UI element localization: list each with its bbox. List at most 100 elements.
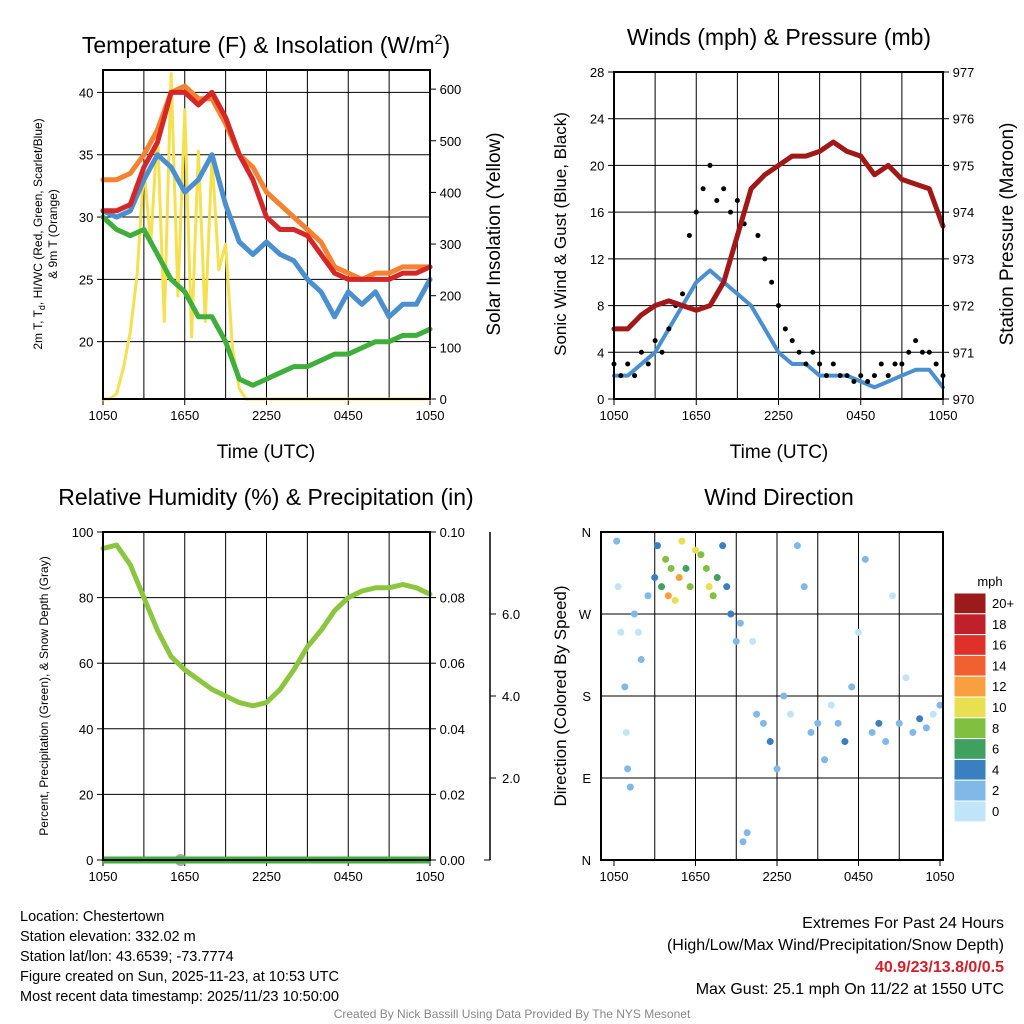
temp-frame	[102, 69, 431, 400]
rh-y-tick-label: 40	[79, 722, 93, 737]
gust-point	[817, 361, 823, 367]
winds-y-tick-label: 16	[590, 205, 604, 220]
gust-point	[625, 361, 631, 367]
wind-direction-point	[882, 738, 890, 746]
snow-y-tick-label: 4.0	[502, 689, 520, 704]
gust-point	[796, 349, 802, 355]
wind-direction-point	[732, 637, 740, 645]
wind-direction-point	[713, 574, 721, 582]
colorbar-swatch	[953, 800, 987, 823]
colorbar-label: 4	[992, 762, 999, 777]
temp-y-tick-label: 25	[79, 272, 93, 287]
wind-direction-point	[780, 692, 788, 700]
rh-y-tick-label: 100	[72, 525, 94, 540]
colorbar-swatch	[953, 675, 987, 698]
winddir-x-tick-label: 0450	[844, 869, 873, 884]
rh-y-tick-label: 60	[79, 656, 93, 671]
wind-direction-point	[667, 564, 675, 572]
gust-point	[686, 233, 692, 238]
temp-y-tick-label: 30	[79, 210, 93, 225]
gust-point	[803, 361, 809, 367]
wind-direction-point	[929, 710, 937, 718]
winds-x-label: Time (UTC)	[730, 442, 829, 463]
winddir-x-tick-label: 2250	[763, 869, 792, 884]
wind-direction-point	[653, 542, 661, 550]
gust-point	[645, 361, 651, 367]
wind-direction-point	[821, 756, 829, 764]
temp-chart-title: Temperature (F) & Insolation (W/m2)	[82, 31, 450, 58]
winds-x-tick-label: 0450	[846, 408, 875, 423]
gust-point	[899, 361, 905, 367]
insolation-y-tick-label: 100	[440, 340, 462, 355]
series-hi-wc-line	[100, 152, 433, 320]
rh-y-label: Percent, Precipitation (Green), & Snow D…	[37, 556, 51, 835]
wind-direction-point	[875, 719, 883, 727]
gust-point	[693, 209, 699, 215]
winddir-y-tick-label: N	[582, 525, 591, 540]
wind-direction-point	[922, 724, 930, 732]
extremes-subtitle: (High/Low/Max Wind/Precipitation/Snow De…	[666, 937, 1004, 954]
gust-point	[776, 303, 781, 309]
insolation-y-tick-label: 500	[440, 134, 462, 149]
gust-point	[762, 256, 768, 262]
wind-direction-point	[759, 719, 767, 727]
gust-point	[844, 373, 850, 379]
temp-x-tick-label: 1050	[89, 408, 118, 423]
wind-direction-point	[855, 628, 862, 636]
temp-y-tick-label: 40	[79, 85, 93, 100]
precip-y-tick-label: 0.06	[440, 656, 465, 671]
wind-direction-point	[861, 555, 869, 563]
pressure-y-tick-label: 973	[953, 252, 975, 267]
figure-created: Figure created on Sun, 2025-11-23, at 10…	[20, 969, 339, 985]
gust-point	[830, 361, 836, 367]
wind-direction-point	[637, 656, 645, 664]
gust-point	[892, 361, 898, 367]
pressure-line	[611, 139, 946, 332]
gust-point	[906, 349, 912, 355]
gust-point	[728, 209, 734, 215]
wind-direction-point	[678, 537, 686, 545]
insolation-y-label: Solar Insolation (Yellow)	[484, 132, 505, 335]
winds-y-label: Sonic Wind & Gust (Blue, Black)	[551, 112, 570, 356]
snow-y-tick-label: 2.0	[502, 771, 520, 786]
gust-point	[769, 279, 775, 285]
precip-y-tick-label: 0.08	[440, 591, 465, 606]
extremes-values: 40.9/23/13.8/0/0.5	[875, 959, 1004, 976]
wind-direction-point	[719, 542, 727, 550]
wind-direction-point	[692, 546, 699, 554]
winddir-y-label: Direction (Colored By Speed)	[551, 585, 570, 806]
lat-lon: Station lat/lon: 43.6539; -73.7774	[20, 949, 234, 965]
series-2m-t-line	[100, 89, 433, 282]
colorbar-title: mph	[977, 574, 1002, 589]
pressure-y-tick-label: 976	[953, 112, 975, 127]
rh-frame	[102, 531, 431, 861]
wind-direction-point	[753, 710, 761, 718]
winds-x-tick-label: 1050	[600, 408, 629, 423]
gust-point	[851, 378, 857, 384]
colorbar-label: 8	[992, 721, 999, 736]
temp-x-tick-label: 1650	[170, 408, 199, 423]
wind-direction-point	[634, 628, 642, 636]
rh-x-tick-label: 1050	[416, 869, 445, 884]
colorbar-swatch	[953, 613, 987, 636]
wind-direction-point	[814, 719, 822, 727]
gust-point	[652, 338, 658, 344]
winds-x-tick-label: 2250	[764, 408, 793, 423]
gust-point	[707, 162, 713, 168]
rh-x-tick-label: 0450	[334, 869, 363, 884]
pressure-y-label: Station Pressure (Maroon)	[997, 123, 1018, 346]
gust-point	[755, 233, 761, 238]
gust-point	[926, 349, 932, 355]
rh-x-tick-label: 2250	[252, 869, 281, 884]
wind-direction-point	[895, 719, 903, 727]
wind-direction-point	[617, 628, 625, 636]
winddir-y-tick-label: N	[582, 853, 591, 868]
precip-y-tick-label: 0.00	[440, 853, 465, 868]
wind-direction-point	[936, 701, 944, 709]
winds-plot: 1050 1650 2250 0450 105004812162024289709719…	[590, 65, 974, 423]
winds-y-tick-label: 24	[590, 112, 604, 127]
gust-point	[782, 326, 788, 332]
colorbar-swatch	[953, 654, 987, 677]
pressure-y-tick-label: 971	[953, 345, 975, 360]
temp-y-label-2: & 9m T (Orange)	[46, 189, 60, 279]
